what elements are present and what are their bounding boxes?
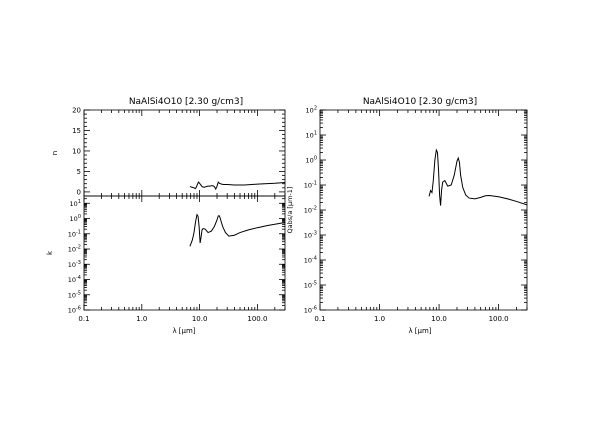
k-panel-ticks <box>84 195 285 311</box>
y-tick-label: 5 <box>77 168 81 176</box>
y-tick-label: 10-5 <box>68 290 81 299</box>
q-panel-tick-labels: 10-6 10-5 10-4 10-3 10-2 10-1 100 101 102 <box>304 106 317 315</box>
right-x-ticks <box>319 110 528 310</box>
x-tick-label: 10.0 <box>431 315 447 323</box>
y-tick-label: 10-3 <box>304 231 317 240</box>
x-tick-label: 1.0 <box>374 315 385 323</box>
y-tick-label: 10-4 <box>68 275 81 284</box>
y-tick-label: 101 <box>306 131 317 140</box>
y-tick-label: 10-1 <box>68 229 81 238</box>
y-tick-label: 10-2 <box>304 206 317 215</box>
y-tick-label: 100 <box>306 156 317 165</box>
y-tick-label: 10-3 <box>68 260 81 269</box>
qabs-curve <box>428 148 528 206</box>
x-tick-label: 10.0 <box>192 315 208 323</box>
y-tick-label: 10-1 <box>304 181 317 190</box>
q-panel-ylabel: Qabs/a [μm-1] <box>286 187 294 234</box>
n-panel-ticks <box>84 109 285 193</box>
x-tick-label: 0.1 <box>78 315 89 323</box>
k-panel-frame <box>83 195 286 311</box>
y-tick-label: 10 <box>72 147 81 155</box>
left-chart-title: NaAlSi4O10 [2.30 g/cm3] <box>129 97 243 107</box>
y-tick-label: 0 <box>77 188 81 196</box>
y-tick-label: 10-2 <box>68 245 81 254</box>
y-tick-label: 102 <box>306 106 317 115</box>
y-tick-label: 101 <box>70 199 81 208</box>
y-tick-label: 10-6 <box>68 306 81 315</box>
y-tick-label: 10-5 <box>304 281 317 290</box>
k-curve <box>189 213 286 247</box>
right-chart: NaAlSi4O10 [2.30 g/cm3] Qabs/a [μm-1] 10… <box>286 97 528 335</box>
q-panel-frame <box>319 109 528 311</box>
x-tick-label: 1.0 <box>136 315 147 323</box>
n-panel-tick-labels: 0 5 10 15 20 <box>72 107 81 197</box>
y-tick-label: 10-6 <box>304 306 317 315</box>
x-tick-label: 0.1 <box>314 315 325 323</box>
q-panel-ticks <box>320 109 527 311</box>
n-panel-frame <box>83 109 286 197</box>
y-tick-label: 100 <box>70 214 81 223</box>
left-x-ticks <box>83 110 286 310</box>
x-tick-label: 100.0 <box>489 315 509 323</box>
left-x-tick-labels: 0.1 1.0 10.0 100.0 <box>78 315 267 323</box>
k-panel-ylabel: k <box>46 250 54 255</box>
k-panel-tick-labels: 10-6 10-5 10-4 10-3 10-2 10-1 100 101 <box>68 199 81 315</box>
y-tick-label: 20 <box>72 107 81 115</box>
y-tick-label: 10-4 <box>304 256 317 265</box>
right-x-label: λ [μm] <box>408 327 431 335</box>
n-curve <box>189 181 286 191</box>
right-x-tick-labels: 0.1 1.0 10.0 100.0 <box>314 315 508 323</box>
left-chart: NaAlSi4O10 [2.30 g/cm3] n 0 5 10 15 20 k 10-… <box>46 97 286 335</box>
x-tick-label: 100.0 <box>247 315 267 323</box>
right-chart-title: NaAlSi4O10 [2.30 g/cm3] <box>363 97 477 107</box>
n-panel-ylabel: n <box>51 151 59 155</box>
y-tick-label: 15 <box>72 127 81 135</box>
left-x-label: λ [μm] <box>172 327 195 335</box>
